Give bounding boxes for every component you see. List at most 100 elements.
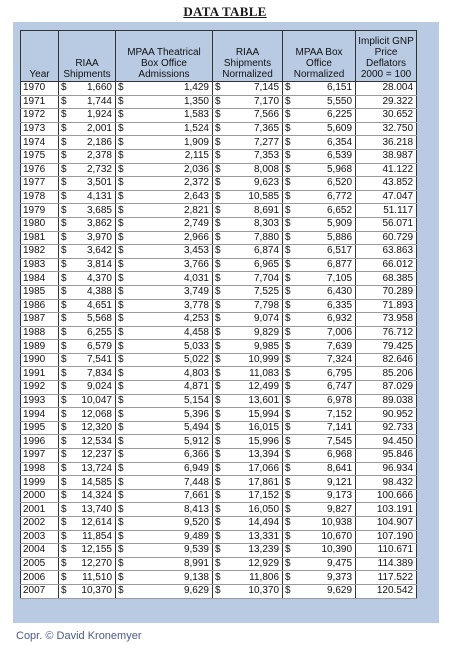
value-cell: 16,050 xyxy=(224,502,284,517)
currency-symbol: $ xyxy=(282,516,295,531)
value-cell: 6,520 xyxy=(294,176,357,191)
currency-symbol: $ xyxy=(115,176,128,191)
gnp-deflator-cell: 104.907 xyxy=(355,516,418,531)
value-cell: 13,239 xyxy=(224,543,284,558)
value-cell: 5,154 xyxy=(127,394,213,409)
table-row: 1981 $3,970 $2,966 $7,880 $5,886 60.729 xyxy=(20,231,418,246)
value-cell: 5,550 xyxy=(294,95,357,110)
table-row: 1984 $4,370 $4,031 $7,704 $7,105 68.385 xyxy=(20,271,418,286)
year-cell: 1988 xyxy=(20,326,59,341)
currency-symbol: $ xyxy=(282,108,295,123)
value-cell: 15,994 xyxy=(224,407,284,422)
currency-symbol: $ xyxy=(115,516,128,531)
currency-symbol: $ xyxy=(282,462,295,477)
currency-symbol: $ xyxy=(115,570,128,585)
currency-symbol: $ xyxy=(212,149,225,164)
table-row: 1977 $3,501 $2,372 $9,623 $6,520 43.852 xyxy=(20,176,418,191)
value-cell: 5,033 xyxy=(127,339,213,354)
currency-symbol: $ xyxy=(282,380,295,395)
currency-symbol: $ xyxy=(115,462,128,477)
value-cell: 2,643 xyxy=(127,190,213,205)
value-cell: 4,803 xyxy=(127,366,213,382)
currency-symbol: $ xyxy=(115,122,128,137)
year-cell: 2007 xyxy=(20,584,59,599)
table-row: 1994 $12,068 $5,396 $15,994 $7,152 90.952 xyxy=(20,407,418,422)
year-cell: 1970 xyxy=(20,81,59,96)
currency-symbol: $ xyxy=(212,584,225,599)
currency-symbol: $ xyxy=(58,312,71,327)
value-cell: 9,827 xyxy=(294,502,357,517)
gnp-deflator-cell: 103.191 xyxy=(355,502,418,517)
year-cell: 1992 xyxy=(20,380,59,395)
value-cell: 10,670 xyxy=(294,530,357,545)
value-cell: 6,877 xyxy=(294,258,357,273)
value-cell: 8,008 xyxy=(224,163,284,178)
currency-symbol: $ xyxy=(282,489,295,504)
year-cell: 1999 xyxy=(20,475,59,490)
currency-symbol: $ xyxy=(58,95,71,110)
table-row: 1990 $7,541 $5,022 $10,999 $7,324 82.646 xyxy=(20,353,418,368)
value-cell: 9,629 xyxy=(127,584,213,599)
currency-symbol: $ xyxy=(115,95,128,110)
year-cell: 1973 xyxy=(20,122,59,137)
table-row: 1983 $3,814 $3,766 $6,965 $6,877 66.012 xyxy=(20,258,418,273)
value-cell: 13,740 xyxy=(70,502,116,517)
header-riaa-normalized: RIAA Shipments Normalized xyxy=(211,30,284,82)
currency-symbol: $ xyxy=(212,163,225,178)
header-mpaa-admissions: MPAA Theatrical Box Office Admissions xyxy=(115,30,213,82)
year-cell: 1980 xyxy=(20,217,59,232)
currency-symbol: $ xyxy=(282,366,295,382)
currency-symbol: $ xyxy=(282,203,295,218)
value-cell: 6,795 xyxy=(294,366,357,382)
currency-symbol: $ xyxy=(282,448,295,463)
gnp-deflator-cell: 38.987 xyxy=(355,149,418,164)
value-cell: 7,639 xyxy=(294,339,357,354)
value-cell: 7,880 xyxy=(224,231,284,246)
value-cell: 7,704 xyxy=(224,271,284,286)
gnp-deflator-cell: 98.432 xyxy=(355,475,418,490)
value-cell: 6,965 xyxy=(224,258,284,273)
currency-symbol: $ xyxy=(212,312,225,327)
currency-symbol: $ xyxy=(212,190,225,205)
currency-symbol: $ xyxy=(282,81,295,96)
year-cell: 1986 xyxy=(20,299,59,314)
year-cell: 1985 xyxy=(20,285,59,300)
value-cell: 13,601 xyxy=(224,394,284,409)
value-cell: 7,525 xyxy=(224,285,284,300)
value-cell: 3,749 xyxy=(127,285,213,300)
table-row: 1989 $6,579 $5,033 $9,985 $7,639 79.425 xyxy=(20,339,418,354)
value-cell: 7,798 xyxy=(224,299,284,314)
currency-symbol: $ xyxy=(115,81,128,96)
value-cell: 3,814 xyxy=(70,258,116,273)
currency-symbol: $ xyxy=(212,407,225,422)
value-cell: 4,871 xyxy=(127,380,213,395)
value-cell: 3,453 xyxy=(127,244,213,259)
currency-symbol: $ xyxy=(58,217,71,232)
currency-symbol: $ xyxy=(58,394,71,409)
table-row: 1995 $12,320 $5,494 $16,015 $7,141 92.733 xyxy=(20,421,418,436)
gnp-deflator-cell: 28.004 xyxy=(355,81,418,96)
currency-symbol: $ xyxy=(58,231,71,246)
value-cell: 9,074 xyxy=(224,312,284,327)
gnp-deflator-cell: 100.666 xyxy=(355,489,418,504)
value-cell: 8,413 xyxy=(127,502,213,517)
value-cell: 10,370 xyxy=(70,584,116,599)
value-cell: 10,999 xyxy=(224,353,284,368)
value-cell: 13,331 xyxy=(224,530,284,545)
currency-symbol: $ xyxy=(115,421,128,436)
year-cell: 2001 xyxy=(20,502,59,517)
gnp-deflator-cell: 90.952 xyxy=(355,407,418,422)
gnp-deflator-cell: 107.190 xyxy=(355,530,418,545)
value-cell: 9,829 xyxy=(224,326,284,341)
value-cell: 1,429 xyxy=(127,81,213,96)
value-cell: 7,541 xyxy=(70,353,116,368)
value-cell: 7,353 xyxy=(224,149,284,164)
value-cell: 1,909 xyxy=(127,135,213,150)
value-cell: 16,015 xyxy=(224,421,284,436)
value-cell: 5,968 xyxy=(294,163,357,178)
value-cell: 3,642 xyxy=(70,244,116,259)
value-cell: 4,131 xyxy=(70,190,116,205)
currency-symbol: $ xyxy=(282,326,295,341)
currency-symbol: $ xyxy=(58,285,71,300)
currency-symbol: $ xyxy=(212,475,225,490)
